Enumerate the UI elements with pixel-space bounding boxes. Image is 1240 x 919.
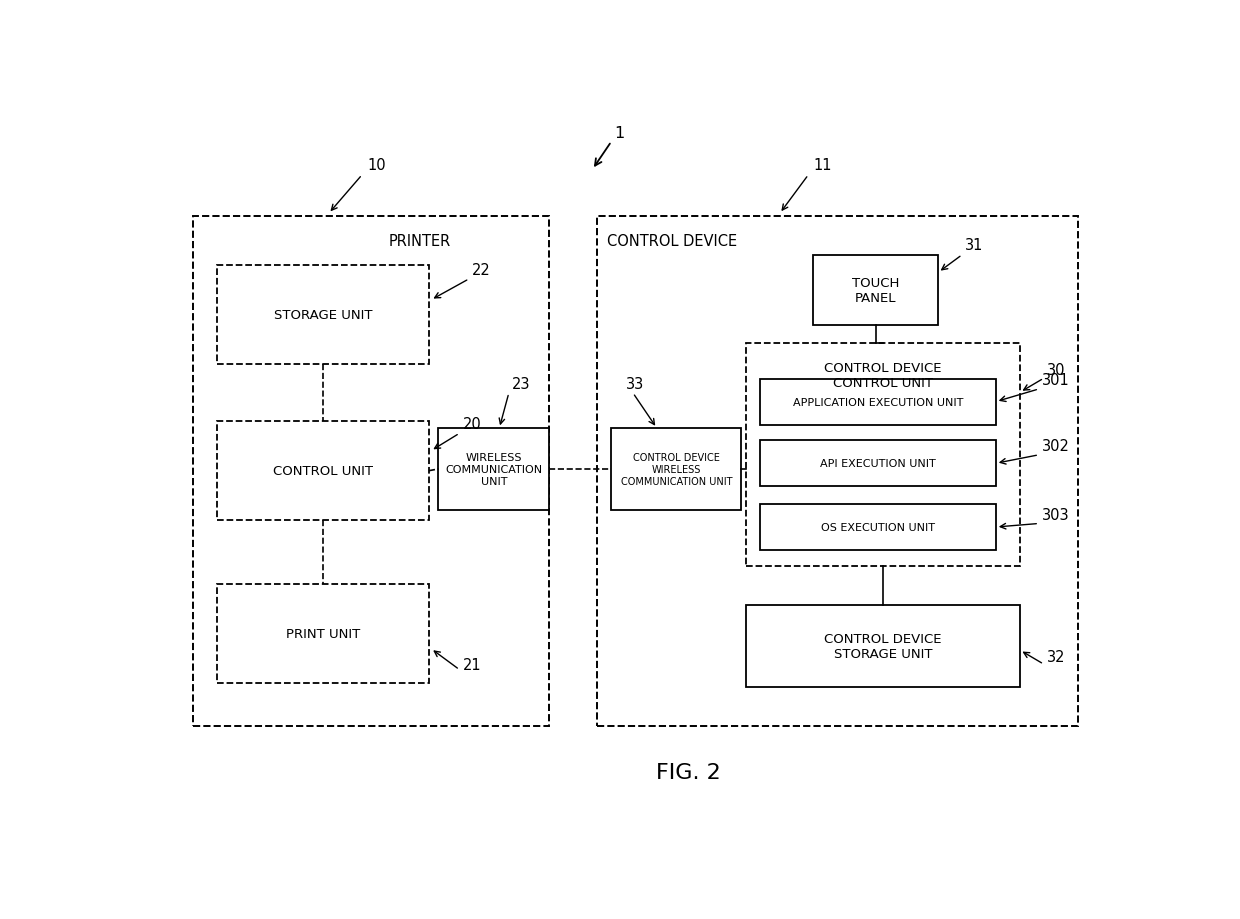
Text: 31: 31 [965, 238, 983, 254]
Bar [760, 380, 996, 425]
Text: CONTROL DEVICE
WIRELESS
COMMUNICATION UNIT: CONTROL DEVICE WIRELESS COMMUNICATION UN… [620, 453, 732, 486]
Text: WIRELESS
COMMUNICATION
UNIT: WIRELESS COMMUNICATION UNIT [445, 453, 542, 486]
Bar [217, 266, 429, 365]
Text: PRINT UNIT: PRINT UNIT [286, 628, 361, 641]
Bar [596, 216, 1078, 726]
Text: 303: 303 [1042, 507, 1070, 523]
Text: 30: 30 [1047, 362, 1065, 378]
Bar [611, 428, 742, 510]
Text: OS EXECUTION UNIT: OS EXECUTION UNIT [821, 522, 935, 532]
Text: APPLICATION EXECUTION UNIT: APPLICATION EXECUTION UNIT [792, 397, 963, 407]
Bar [746, 606, 1019, 687]
Text: 301: 301 [1042, 373, 1070, 388]
Bar [760, 441, 996, 487]
Text: FIG. 2: FIG. 2 [656, 762, 720, 782]
Bar [760, 505, 996, 550]
Text: PRINTER: PRINTER [389, 234, 451, 249]
Text: CONTROL DEVICE: CONTROL DEVICE [606, 234, 737, 249]
Text: TOUCH
PANEL: TOUCH PANEL [852, 277, 899, 305]
Bar [217, 422, 429, 521]
Text: CONTROL DEVICE
CONTROL UNIT: CONTROL DEVICE CONTROL UNIT [825, 361, 941, 390]
Text: 20: 20 [463, 416, 481, 432]
Text: CONTROL UNIT: CONTROL UNIT [273, 465, 373, 478]
Text: 21: 21 [463, 657, 481, 672]
Bar [193, 216, 549, 726]
Text: 33: 33 [626, 376, 645, 391]
Bar [439, 428, 549, 510]
Text: 10: 10 [367, 158, 386, 174]
Text: CONTROL DEVICE
STORAGE UNIT: CONTROL DEVICE STORAGE UNIT [825, 632, 941, 660]
Bar [813, 255, 939, 326]
Text: 11: 11 [813, 158, 832, 174]
Text: 23: 23 [512, 376, 531, 391]
Text: STORAGE UNIT: STORAGE UNIT [274, 309, 372, 322]
Text: API EXECUTION UNIT: API EXECUTION UNIT [821, 459, 936, 469]
Bar [746, 344, 1019, 567]
Text: 32: 32 [1047, 650, 1065, 664]
Text: 1: 1 [614, 126, 625, 141]
Bar [217, 584, 429, 684]
Text: 302: 302 [1042, 439, 1070, 454]
Text: 22: 22 [472, 262, 491, 278]
